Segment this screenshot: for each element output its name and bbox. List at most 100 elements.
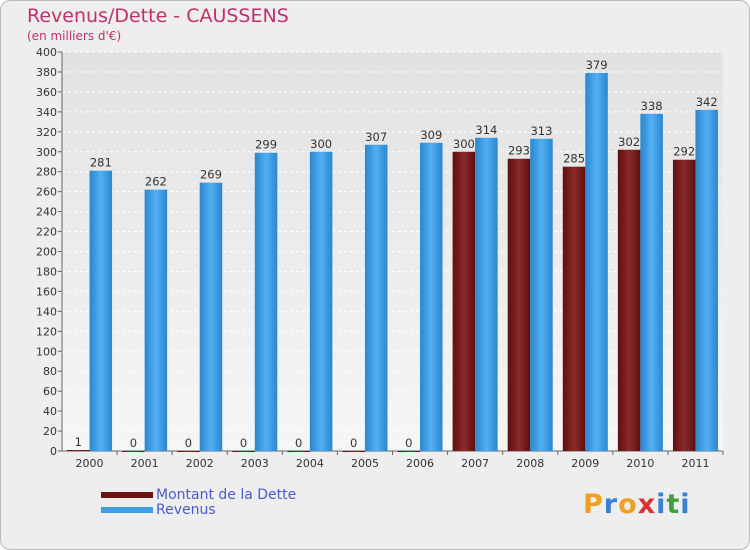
bar-revenus-2003 — [254, 152, 278, 451]
y-tick-label: 380 — [36, 66, 57, 79]
bar-debt-2010 — [617, 149, 641, 451]
bar-revenus-2009 — [585, 72, 608, 451]
y-tick-label: 320 — [36, 126, 57, 139]
bar-revenus-2010 — [640, 113, 663, 451]
x-tick-label: 2007 — [461, 457, 489, 470]
x-tick-label: 2004 — [296, 457, 324, 470]
legend-swatch-debt — [101, 491, 153, 498]
bar-debt-2003 — [232, 451, 255, 452]
data-label-debt-2002: 0 — [185, 436, 192, 450]
x-tick-label: 2011 — [681, 457, 709, 470]
y-tick-label: 220 — [36, 226, 57, 239]
x-tick-label: 2002 — [186, 457, 214, 470]
data-label-debt-2006: 0 — [405, 436, 412, 450]
data-label-revenus-2008: 313 — [530, 124, 552, 138]
y-tick-label: 60 — [43, 385, 57, 398]
y-tick-label: 160 — [36, 285, 57, 298]
bar-debt-2004 — [287, 451, 310, 452]
x-tick-label: 2006 — [406, 457, 434, 470]
data-label-revenus-2001: 262 — [145, 175, 167, 189]
data-label-revenus-2003: 299 — [255, 138, 277, 152]
x-tick-label: 2005 — [351, 457, 379, 470]
bar-debt-2006 — [397, 451, 421, 452]
data-label-debt-2001: 0 — [130, 436, 137, 450]
bar-revenus-2000 — [89, 170, 113, 451]
y-tick-label: 300 — [36, 146, 57, 159]
x-tick-label: 2009 — [571, 457, 599, 470]
logo-letter: t — [666, 489, 681, 520]
bar-revenus-2004 — [309, 151, 333, 451]
bar-debt-2002 — [177, 451, 200, 452]
bar-debt-2007 — [452, 151, 476, 451]
x-tick-label: 2000 — [76, 457, 104, 470]
bar-revenus-2006 — [420, 142, 443, 451]
data-label-debt-2004: 0 — [295, 436, 302, 450]
logo-letter: r — [603, 489, 619, 520]
data-label-revenus-2000: 281 — [90, 156, 112, 170]
data-label-debt-2003: 0 — [240, 436, 247, 450]
data-label-revenus-2009: 379 — [586, 58, 608, 72]
logo-letter: i — [656, 489, 667, 520]
y-tick-label: 260 — [36, 186, 57, 199]
y-tick-label: 140 — [36, 305, 57, 318]
y-tick-label: 180 — [36, 265, 57, 278]
legend: Montant de la Dette Revenus — [101, 486, 297, 518]
logo-letter: o — [618, 489, 638, 520]
bar-revenus-2001 — [144, 189, 168, 451]
data-label-debt-2007: 300 — [453, 137, 475, 151]
logo-letter: x — [637, 489, 657, 520]
legend-swatch-revenus — [101, 506, 153, 513]
bar-debt-2011 — [672, 159, 696, 452]
bar-debt-2000 — [67, 450, 90, 452]
data-label-revenus-2006: 309 — [420, 128, 442, 142]
bar-debt-2005 — [342, 451, 365, 452]
data-label-debt-2008: 293 — [508, 144, 530, 158]
y-tick-label: 120 — [36, 325, 57, 338]
data-label-revenus-2004: 300 — [310, 137, 332, 151]
data-label-revenus-2005: 307 — [365, 130, 387, 144]
bar-revenus-2002 — [199, 182, 223, 452]
bar-revenus-2007 — [475, 137, 498, 451]
x-tick-label: 2010 — [626, 457, 654, 470]
y-tick-label: 20 — [43, 425, 57, 438]
y-tick-label: 0 — [50, 445, 57, 458]
data-label-debt-2005: 0 — [350, 436, 357, 450]
y-tick-label: 240 — [36, 206, 57, 219]
bar-revenus-2005 — [364, 144, 388, 451]
x-tick-label: 2001 — [131, 457, 159, 470]
data-label-debt-2009: 285 — [563, 152, 585, 166]
proxiti-logo: Proxiti — [583, 489, 691, 520]
data-label-debt-2011: 292 — [673, 145, 695, 159]
data-label-debt-2010: 302 — [618, 135, 640, 149]
y-tick-label: 280 — [36, 166, 57, 179]
data-label-debt-2000: 1 — [75, 435, 82, 449]
y-tick-label: 400 — [36, 46, 57, 59]
bar-debt-2001 — [122, 451, 145, 452]
bar-revenus-2011 — [695, 109, 718, 451]
y-tick-label: 40 — [43, 405, 57, 418]
data-label-revenus-2002: 269 — [200, 168, 222, 182]
y-tick-label: 360 — [36, 86, 57, 99]
legend-item-debt: Montant de la Dette — [101, 486, 297, 503]
bar-debt-2009 — [562, 166, 586, 451]
data-label-revenus-2010: 338 — [641, 99, 663, 113]
data-label-revenus-2011: 342 — [696, 95, 718, 109]
logo-letter: P — [583, 489, 604, 520]
y-tick-label: 200 — [36, 246, 57, 259]
legend-label-revenus: Revenus — [156, 501, 216, 518]
legend-label-debt: Montant de la Dette — [156, 486, 297, 503]
chart-title: Revenus/Dette - CAUSSENS — [27, 5, 289, 27]
legend-item-revenus: Revenus — [101, 501, 296, 518]
y-tick-label: 340 — [36, 106, 57, 119]
chart-subtitle: (en milliers d'€) — [27, 29, 122, 43]
data-label-revenus-2007: 314 — [475, 123, 497, 137]
x-tick-label: 2003 — [241, 457, 269, 470]
x-tick-label: 2008 — [516, 457, 544, 470]
bar-revenus-2008 — [530, 138, 553, 451]
y-tick-label: 80 — [43, 365, 57, 378]
logo-letter: i — [680, 489, 691, 520]
y-tick-label: 100 — [36, 345, 57, 358]
bar-debt-2008 — [507, 158, 531, 452]
